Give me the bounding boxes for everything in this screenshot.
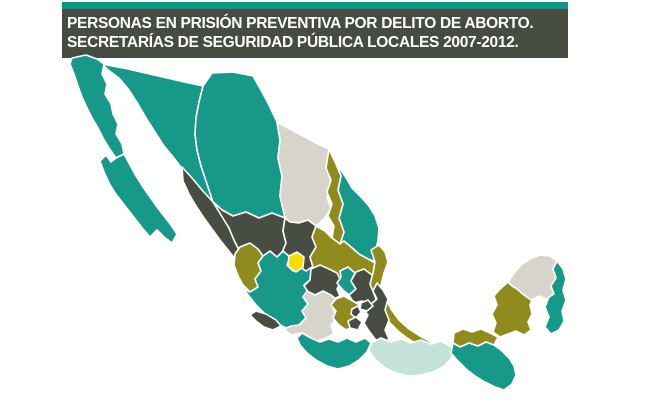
state-tlaxcala xyxy=(359,299,374,312)
state-quintana-roo xyxy=(544,260,567,335)
state-coahuila xyxy=(276,121,335,227)
state-oaxaca xyxy=(368,337,456,377)
state-cdmx xyxy=(350,305,362,319)
state-guanajuato xyxy=(303,264,342,301)
state-baja-california-sur xyxy=(99,153,178,244)
state-chiapas xyxy=(450,341,517,391)
title-box: PERSONAS EN PRISIÓN PREVENTIVA POR DELIT… xyxy=(62,2,568,58)
state-guerrero xyxy=(296,332,372,370)
title-line-2: SECRETARÍAS DE SEGURIDAD PÚBLICA LOCALES… xyxy=(67,34,519,51)
title-accent-bar xyxy=(62,2,568,9)
state-morelos xyxy=(347,316,363,331)
title-line-1: PERSONAS EN PRISIÓN PREVENTIVA POR DELIT… xyxy=(67,15,534,32)
state-puebla xyxy=(362,282,390,346)
title-background: PERSONAS EN PRISIÓN PREVENTIVA POR DELIT… xyxy=(62,9,568,58)
state-aguascalientes xyxy=(287,251,305,273)
state-colima xyxy=(249,310,282,331)
state-baja-california xyxy=(69,54,125,159)
